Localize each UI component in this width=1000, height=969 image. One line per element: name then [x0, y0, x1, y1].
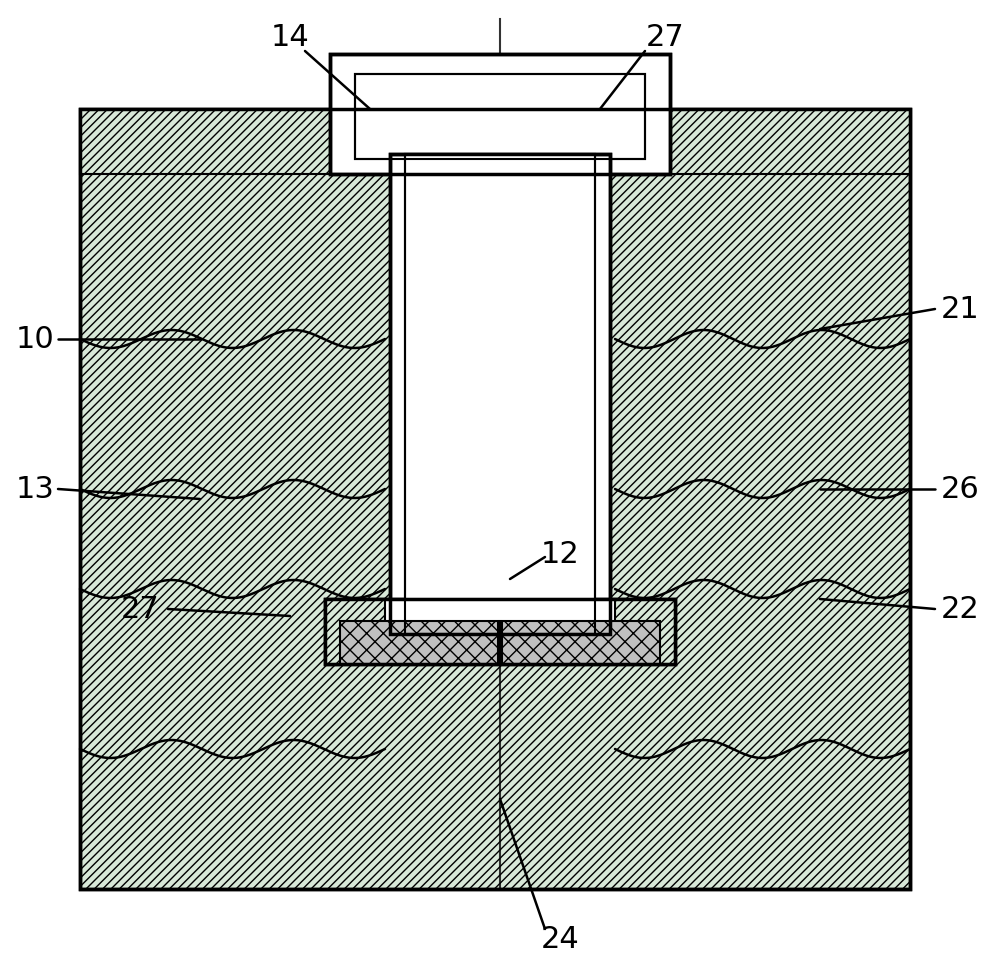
- Text: 13: 13: [16, 475, 54, 504]
- Bar: [80, 109, 910, 890]
- Bar: [330, 55, 670, 174]
- Text: 12: 12: [541, 540, 579, 569]
- Bar: [330, 55, 670, 174]
- Bar: [670, 109, 910, 174]
- Bar: [405, 155, 595, 635]
- Bar: [355, 75, 645, 160]
- Text: 22: 22: [941, 595, 979, 624]
- Text: 27: 27: [646, 23, 684, 52]
- Bar: [80, 109, 330, 174]
- Bar: [325, 600, 675, 665]
- Bar: [340, 621, 498, 665]
- Bar: [385, 600, 615, 624]
- Text: 21: 21: [941, 296, 979, 325]
- Text: 14: 14: [271, 23, 309, 52]
- Bar: [405, 155, 595, 635]
- Bar: [325, 600, 675, 665]
- Text: 26: 26: [941, 475, 979, 504]
- Bar: [390, 155, 610, 635]
- Text: 10: 10: [16, 326, 54, 354]
- Text: 27: 27: [121, 595, 159, 624]
- Bar: [355, 75, 645, 160]
- Bar: [610, 600, 675, 665]
- Text: 24: 24: [541, 924, 579, 953]
- Bar: [325, 600, 390, 665]
- Bar: [80, 109, 910, 890]
- Bar: [390, 155, 610, 635]
- Bar: [502, 621, 660, 665]
